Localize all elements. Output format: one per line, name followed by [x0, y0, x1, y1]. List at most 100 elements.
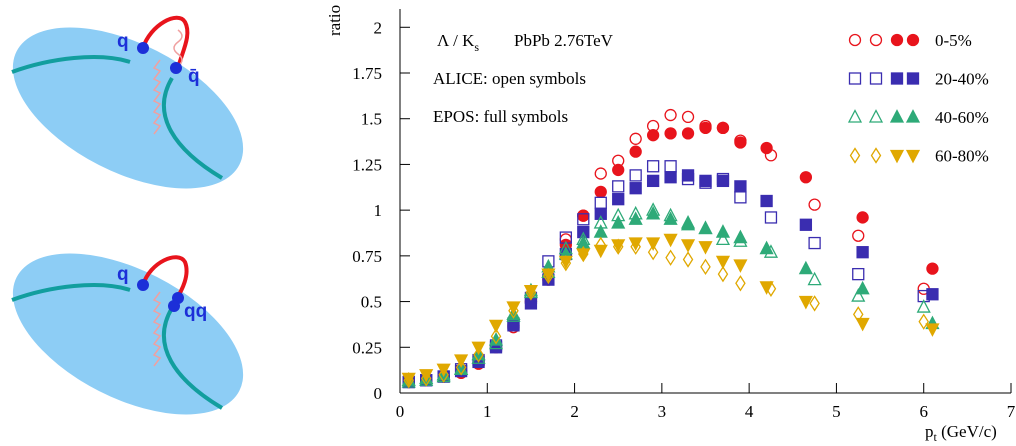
alice-point	[438, 366, 449, 383]
quark	[137, 42, 149, 54]
diquark	[168, 300, 180, 312]
alice-point	[612, 180, 625, 193]
epos-point	[506, 301, 521, 315]
legend-label: 40-60%	[935, 108, 989, 127]
epos-point	[664, 127, 677, 140]
x-tick-label: 7	[1007, 402, 1016, 421]
alice-note: ALICE: open symbols	[433, 69, 586, 88]
legend-label: 20-40%	[935, 70, 989, 89]
epos-point	[471, 341, 486, 356]
epos-point	[628, 237, 643, 251]
epos-point	[760, 194, 773, 208]
alice-point	[809, 295, 820, 312]
gluon	[152, 29, 183, 135]
epos-point	[594, 185, 607, 199]
x-tick-label: 5	[832, 402, 841, 421]
plot: 0 0.25 0.5 0.75 1 1.25 1.5 1.75 2 0 1 2 3 4 5 6 7 0-5% 20-…	[352, 9, 1016, 421]
alice-point	[852, 229, 865, 242]
epos-point	[926, 288, 939, 301]
epos-point	[663, 211, 678, 225]
alice-point	[629, 132, 642, 145]
epos-point	[646, 174, 660, 188]
quark-label: q	[117, 31, 129, 52]
x-axis-label-sub: t	[934, 430, 938, 444]
alice-point	[473, 346, 484, 363]
blob	[12, 27, 244, 189]
legend-marker	[905, 109, 921, 123]
alice-point	[665, 249, 676, 266]
legend-marker	[906, 33, 920, 47]
legend-marker	[848, 72, 862, 85]
ratio-label-main: Λ / K	[437, 31, 475, 50]
y-tick-label: 1.5	[361, 110, 382, 129]
diagram: q q̄	[11, 15, 244, 189]
y-tick-label: 0	[374, 384, 383, 403]
epos-point	[733, 259, 748, 273]
alice-point	[808, 198, 821, 211]
epos-point	[698, 241, 713, 255]
alice-point	[577, 213, 590, 226]
epos-point	[681, 127, 695, 140]
epos-point	[646, 205, 661, 220]
epos-point	[760, 141, 773, 155]
epos-point	[734, 136, 747, 149]
alice-point	[455, 359, 467, 376]
quark-label: q̄	[188, 66, 200, 87]
y-tick-label: 0.5	[361, 293, 382, 312]
gluon	[152, 291, 162, 367]
y-tick-label: 1.25	[352, 155, 382, 174]
alice-point	[764, 211, 778, 224]
alice-point	[735, 275, 746, 292]
epos-point	[856, 211, 869, 224]
epos-point	[612, 163, 625, 177]
x-axis-label-rest: (GeV/c)	[937, 422, 997, 441]
epos-point	[523, 284, 539, 299]
epos-point	[646, 237, 661, 251]
epos-point	[680, 216, 696, 231]
alice-point	[808, 236, 821, 250]
epos-point	[576, 248, 591, 262]
epos-point	[680, 239, 696, 253]
alice-point	[916, 299, 931, 313]
ratio-label-sub: s	[474, 40, 479, 54]
y-tick-label: 0.75	[352, 247, 382, 266]
alice-point	[664, 108, 677, 122]
epos-point	[716, 174, 730, 188]
epos-point	[855, 317, 870, 332]
epos-point	[558, 255, 573, 270]
alice-point	[807, 271, 822, 286]
legend-label: 0-5%	[935, 31, 972, 50]
alice-point	[851, 288, 866, 302]
legend-marker	[869, 33, 883, 47]
legend-marker	[905, 149, 921, 164]
alice-point	[717, 265, 729, 283]
epos-point	[926, 262, 939, 275]
epos-point	[734, 180, 747, 193]
alice-point	[700, 258, 711, 276]
epos-point	[611, 239, 626, 253]
ratio-label: Λ / Ks	[437, 31, 479, 54]
alice-point	[852, 267, 865, 281]
blob	[12, 253, 244, 415]
epos-point	[663, 233, 678, 248]
legend-marker	[889, 109, 905, 123]
epos-point	[699, 121, 712, 135]
alice-point	[594, 167, 607, 180]
alice-point	[647, 243, 659, 261]
epos-point	[799, 171, 813, 184]
epos-point	[733, 229, 748, 244]
legend-marker	[868, 109, 884, 123]
system-label: PbPb 2.76TeV	[514, 31, 614, 50]
legend-marker	[848, 33, 862, 47]
alice-point	[734, 191, 747, 204]
legend-marker	[906, 72, 920, 85]
epos-point	[419, 369, 434, 383]
legend-marker	[870, 147, 882, 164]
legend-marker	[889, 149, 905, 164]
string	[11, 283, 131, 302]
epos-point	[488, 319, 504, 334]
epos-point	[681, 169, 695, 182]
alice-point	[681, 110, 695, 124]
epos-point	[798, 260, 813, 275]
